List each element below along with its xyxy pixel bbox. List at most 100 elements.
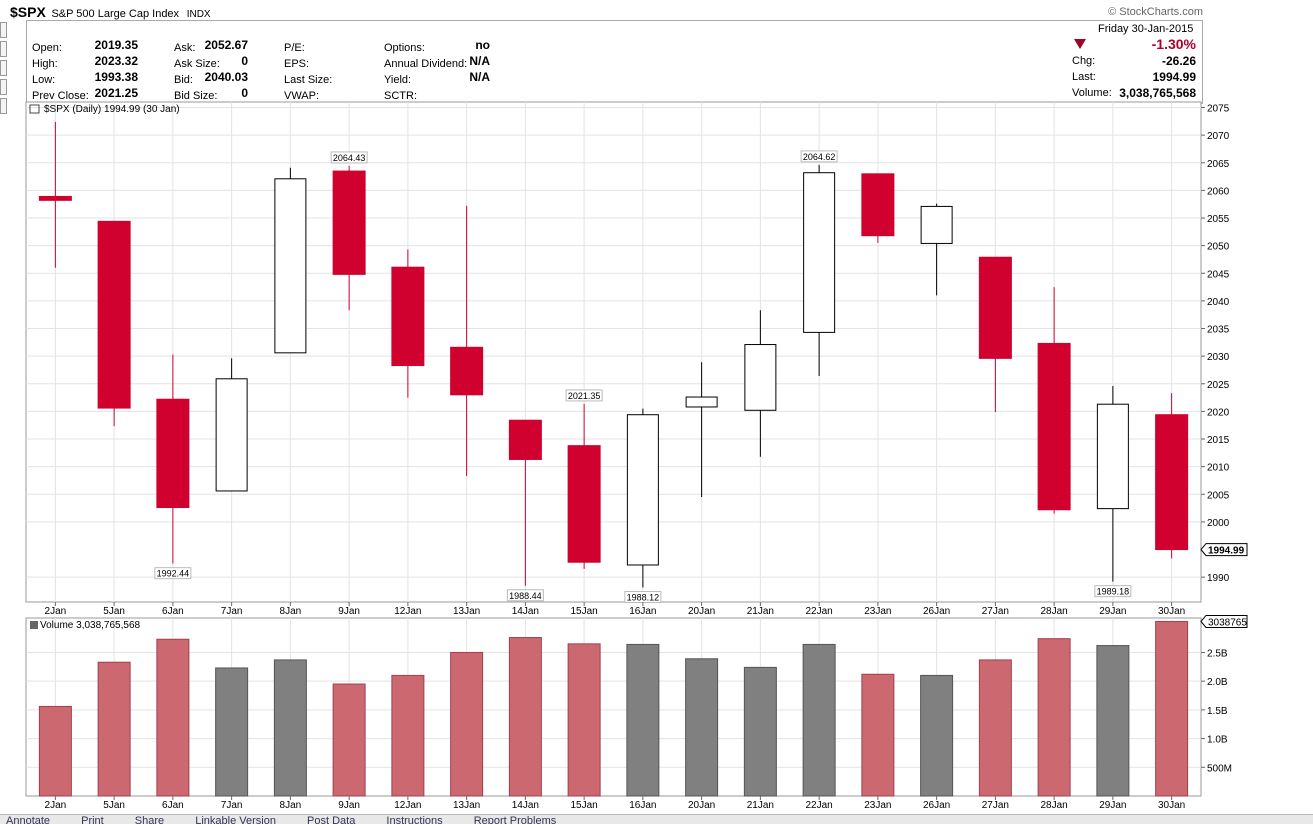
volume-bar — [685, 658, 719, 797]
post-data-link[interactable]: Post Data — [307, 815, 356, 824]
volume-axis-label: 1.0B — [1207, 735, 1228, 746]
volume-bar — [156, 638, 190, 797]
price-callout-box — [154, 567, 192, 580]
candle-body — [215, 378, 248, 492]
candle-body — [508, 419, 542, 460]
price-x-label: 22Jan — [806, 606, 833, 617]
volume-bar — [97, 661, 131, 797]
price-callout-label: 1992.44 — [157, 569, 190, 579]
price-axis-label: 2060 — [1207, 186, 1230, 197]
stat-value: 2019.35 — [94, 38, 138, 52]
change-label: Chg: — [1072, 55, 1096, 67]
extra-value: N/A — [469, 70, 490, 84]
candle-body — [567, 445, 601, 563]
price-axis-label: 1990 — [1207, 573, 1230, 584]
price-axis-label: 2045 — [1207, 269, 1230, 280]
tool-handle[interactable] — [0, 41, 7, 57]
price-axis-label: 2035 — [1207, 325, 1230, 336]
price-x-label: 13Jan — [453, 606, 480, 617]
candle-body — [156, 398, 190, 509]
price-callout-label: 2021.35 — [568, 391, 601, 401]
volume-x-label: 5Jan — [103, 800, 125, 811]
quote-value: 2040.03 — [204, 70, 248, 84]
volume-x-label: 28Jan — [1041, 800, 1068, 811]
price-axis-label: 2050 — [1207, 242, 1230, 253]
candle-body — [1037, 342, 1071, 511]
print-link[interactable]: Print — [81, 815, 104, 824]
price-callout-box — [565, 389, 603, 402]
price-x-label: 9Jan — [338, 606, 360, 617]
extra-label: Options: — [384, 42, 425, 54]
volume-bar — [273, 659, 307, 797]
volume-x-label: 16Jan — [629, 800, 656, 811]
candle-body — [450, 346, 484, 396]
last-price-label: 1994.99 — [1208, 546, 1245, 557]
tool-handle[interactable] — [0, 60, 7, 76]
stat-label: Open: — [32, 42, 62, 54]
price-x-label: 5Jan — [103, 606, 125, 617]
quote-date: Friday 30-Jan-2015 — [1098, 23, 1194, 35]
linkable-version-link[interactable]: Linkable Version — [195, 815, 276, 824]
price-callout-label: 2064.62 — [803, 152, 836, 162]
quote-value: 0 — [241, 86, 248, 100]
price-axis-label: 2065 — [1207, 159, 1230, 170]
tool-handle[interactable] — [0, 98, 7, 114]
share-link[interactable]: Share — [134, 815, 165, 824]
chart-title: $SPX S&P 500 Large Cap Index INDX — [10, 4, 211, 20]
volume-bar — [567, 643, 601, 797]
report-problems-link[interactable]: Report Problems — [473, 815, 557, 824]
tool-handle[interactable] — [0, 22, 7, 38]
last-value: 1994.99 — [1152, 70, 1196, 84]
volume-x-label: 14Jan — [512, 800, 539, 811]
annotate-link[interactable]: Annotate — [6, 815, 51, 824]
volume-x-label: 6Jan — [162, 800, 184, 811]
price-axis-label: 2055 — [1207, 214, 1230, 225]
price-axis-label: 2010 — [1207, 463, 1230, 474]
left-toolbar — [0, 22, 7, 117]
volume-axis-label: 1.5B — [1207, 706, 1228, 717]
volume-axis-label: 500M — [1207, 763, 1232, 774]
brand-link[interactable]: © StockCharts.com — [1108, 6, 1203, 18]
price-callout-label: 1988.12 — [627, 593, 660, 603]
volume-bar — [743, 666, 777, 797]
volume-bar — [802, 643, 836, 797]
candle-body — [978, 256, 1012, 359]
candle-body — [861, 173, 895, 237]
change-value: -26.26 — [1161, 54, 1196, 68]
volume-x-label: 15Jan — [571, 800, 598, 811]
stat-label: Prev Close: — [32, 90, 89, 102]
candle-body — [685, 396, 718, 408]
quote-label: Bid: — [174, 74, 193, 86]
stat-value: 2023.32 — [94, 54, 138, 68]
volume-bar — [861, 673, 895, 797]
price-x-label: 6Jan — [162, 606, 184, 617]
price-x-label: 16Jan — [629, 606, 656, 617]
price-callout-box — [506, 589, 544, 602]
last-volume-tag — [1200, 614, 1248, 628]
volume-x-label: 7Jan — [221, 800, 243, 811]
exchange: INDX — [186, 9, 211, 20]
price-callout-label: 1989.18 — [1097, 587, 1130, 597]
price-axis-label: 2040 — [1207, 297, 1230, 308]
extra-label: SCTR: — [384, 90, 417, 102]
volume-icon — [30, 621, 38, 629]
price-chart-title: $SPX (Daily) 1994.99 (30 Jan) — [44, 104, 180, 115]
stats-col-4: Options: no Annual Dividend: N/A Yield: N/A… — [384, 38, 494, 102]
candle-body — [1155, 414, 1189, 551]
footer-toolbar: Annotate Print Share Linkable Version Po… — [0, 814, 1313, 824]
volume-x-label: 9Jan — [338, 800, 360, 811]
price-x-label: 15Jan — [571, 606, 598, 617]
price-x-label: 7Jan — [221, 606, 243, 617]
volume-bar — [1096, 645, 1130, 797]
price-x-label: 2Jan — [45, 606, 67, 617]
quote-value: 0 — [241, 54, 248, 68]
fund-label: P/E: — [284, 42, 305, 54]
volume-x-label: 30Jan — [1158, 800, 1185, 811]
price-x-label: 8Jan — [280, 606, 302, 617]
tool-handle[interactable] — [0, 79, 7, 95]
volume-bar — [1037, 638, 1071, 797]
instructions-link[interactable]: Instructions — [386, 815, 443, 824]
price-x-label: 20Jan — [688, 606, 715, 617]
last-volume-label: 3038765 — [1208, 617, 1247, 628]
